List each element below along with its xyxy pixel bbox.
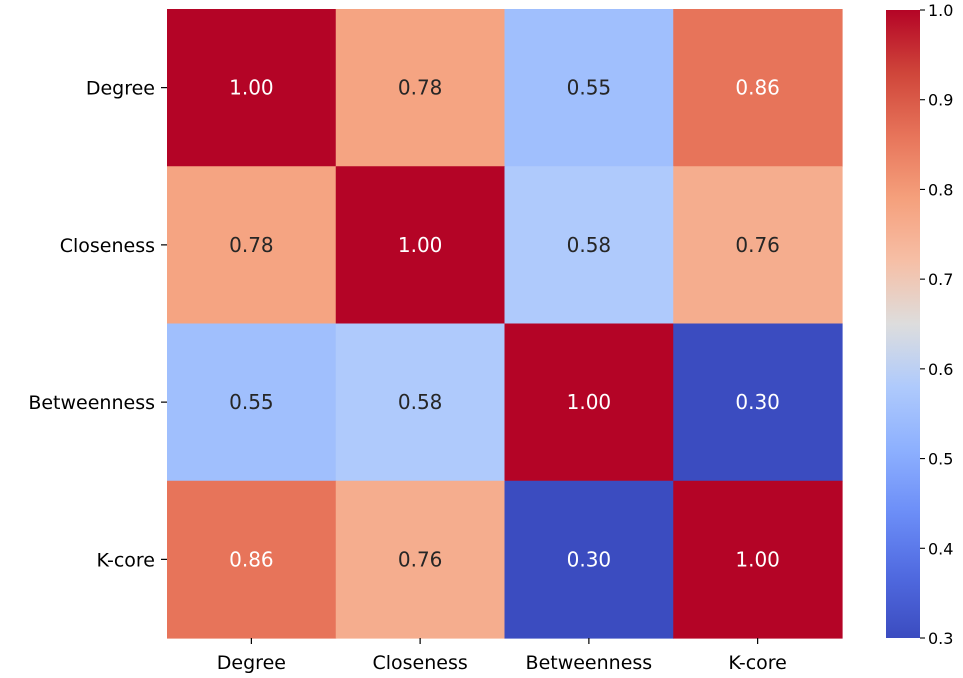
x-tick-label: Degree (217, 652, 286, 674)
heatmap-cell-closeness-betweenness (504, 166, 674, 325)
heatmap-cells (167, 9, 843, 639)
heatmap-cell-label: 1.00 (398, 233, 443, 257)
heatmap-cell-k-core-betweenness (504, 480, 674, 639)
heatmap-cell-closeness-k-core (673, 166, 843, 325)
heatmap-cell-k-core-k-core (673, 480, 843, 639)
y-tick-label: Closeness (60, 235, 155, 257)
heatmap-cell-label: 0.78 (398, 76, 443, 100)
x-tick-label: K-core (728, 652, 786, 674)
heatmap-cell-label: 0.58 (567, 233, 612, 257)
heatmap-cell-degree-degree (167, 9, 337, 167)
y-tick-label: Degree (86, 78, 155, 100)
heatmap-cell-label: 0.76 (398, 547, 443, 571)
heatmap-cell-k-core-closeness (335, 480, 506, 639)
y-tick-label: K-core (97, 549, 155, 571)
heatmap-cell-label: 0.86 (229, 547, 274, 571)
heatmap-cell-label: 0.55 (567, 76, 612, 100)
heatmap-cell-label: 0.78 (229, 233, 274, 257)
heatmap-cell-betweenness-closeness (335, 323, 506, 482)
colorbar-tick-label: 0.5 (928, 450, 953, 469)
colorbar (886, 10, 920, 638)
heatmap-cell-degree-betweenness (504, 9, 674, 167)
heatmap-cell-betweenness-degree (167, 323, 337, 482)
heatmap-cell-closeness-closeness (335, 166, 506, 325)
colorbar-tick-label: 0.8 (928, 180, 953, 199)
heatmap-cell-closeness-degree (167, 166, 337, 325)
colorbar-tick-label: 0.7 (928, 270, 953, 289)
heatmap-cell-label: 0.30 (567, 547, 612, 571)
heatmap-cell-k-core-degree (167, 480, 337, 639)
heatmap-cell-label: 1.00 (735, 547, 780, 571)
colorbar-tick-label: 1.0 (928, 1, 953, 20)
heatmap-cell-degree-closeness (335, 9, 506, 167)
heatmap-cell-label: 0.86 (735, 76, 780, 100)
heatmap-cell-label: 0.58 (398, 390, 443, 414)
heatmap-cell-betweenness-k-core (673, 323, 843, 482)
heatmap-cell-betweenness-betweenness (504, 323, 674, 482)
heatmap-cell-label: 0.30 (735, 390, 780, 414)
x-tick-label: Closeness (372, 652, 467, 674)
colorbar-ticks: 0.3 0.4 0.5 0.6 0.7 0.8 0.9 1.0 (920, 1, 953, 648)
heatmap-cell-labels: 1.00 0.78 0.55 0.86 0.78 1.00 0.58 0.76 0.55 0.58… (229, 76, 780, 572)
heatmap-cell-degree-k-core (673, 9, 843, 167)
heatmap-cell-label: 1.00 (567, 390, 612, 414)
heatmap-cell-label: 1.00 (229, 76, 274, 100)
heatmap-cell-label: 0.55 (229, 390, 274, 414)
colorbar-tick-label: 0.4 (928, 539, 953, 558)
colorbar-tick-label: 0.3 (928, 629, 953, 648)
x-axis: Degree Closeness Betweenness K-core (217, 638, 787, 674)
colorbar-tick-label: 0.6 (928, 360, 953, 379)
colorbar-gradient-bar (886, 10, 920, 638)
colorbar-tick-label: 0.9 (928, 91, 953, 110)
y-axis: Degree Closeness Betweenness K-core (28, 78, 167, 571)
x-tick-label: Betweenness (526, 652, 653, 674)
y-tick-label: Betweenness (28, 392, 155, 414)
heatmap-cell-label: 0.76 (735, 233, 780, 257)
